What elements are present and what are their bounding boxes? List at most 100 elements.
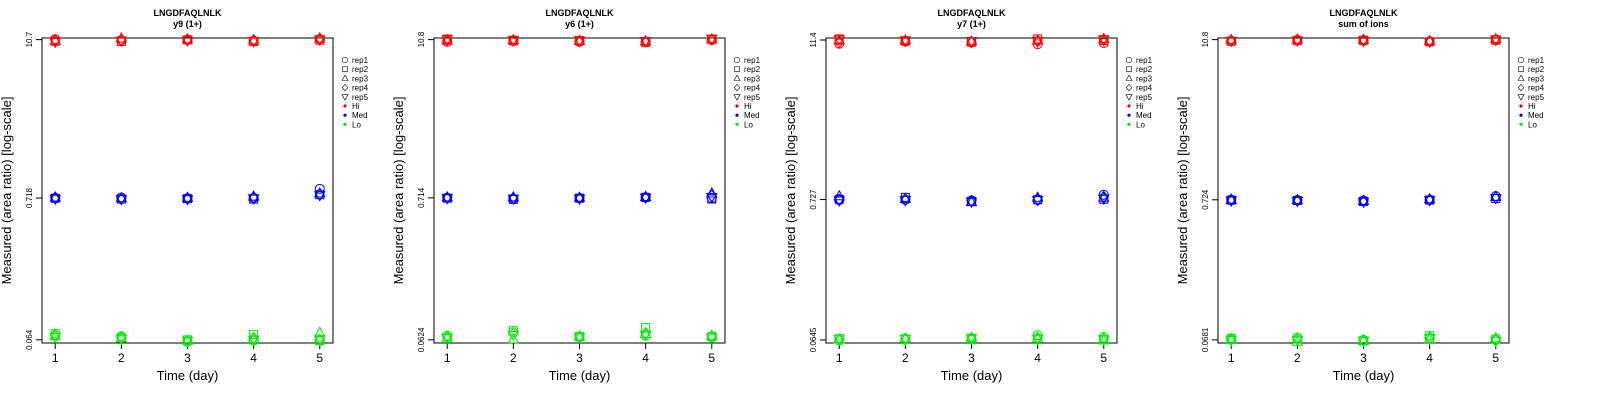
- point-hi-rep5: [441, 35, 454, 46]
- legend-label: rep1: [744, 56, 761, 65]
- point-hi-rep5: [247, 37, 260, 48]
- point-med-rep3: [115, 191, 128, 203]
- y-tick-label: 0.718: [25, 187, 34, 208]
- point-hi-rep3: [899, 33, 912, 45]
- legend-label: rep2: [352, 65, 369, 74]
- legend-dot-lo: [1519, 122, 1523, 126]
- point-hi-rep5: [507, 35, 520, 47]
- y-axis-label: Measured (area ratio) [log-scale]: [1176, 97, 1190, 285]
- legend-marker-rep3: [1517, 74, 1525, 81]
- plot-frame: [1217, 37, 1510, 344]
- legend-marker-rep1: [1125, 57, 1132, 64]
- legend-marker-rep4: [341, 83, 349, 92]
- chart-title: LNGDFAQLNLK: [546, 8, 614, 18]
- legend-marker-rep2: [734, 66, 740, 72]
- point-med-rep5: [705, 192, 718, 204]
- x-tick-label: 3: [1360, 351, 1367, 365]
- x-tick-label: 1: [836, 351, 843, 365]
- x-tick-label: 4: [1426, 351, 1433, 365]
- point-med-rep5: [115, 195, 128, 206]
- point-med-rep5: [247, 194, 260, 205]
- legend-dot-hi: [1519, 104, 1523, 108]
- x-tick-label: 3: [968, 351, 975, 365]
- legend-label: rep2: [744, 65, 761, 74]
- y-tick-label: 0.724: [1201, 189, 1210, 210]
- legend-label: Hi: [744, 102, 752, 111]
- point-med-rep3: [833, 189, 846, 201]
- legend-label: rep2: [1136, 65, 1153, 74]
- chart-panel-3: LNGDFAQLNLK y7 (1+) 1 2 3 4 5 0.0645 0.727 11.4 Ti…: [784, 0, 1184, 400]
- point-lo-rep5: [313, 334, 326, 346]
- point-lo-rep5: [573, 333, 586, 344]
- point-lo-rep5: [1097, 335, 1110, 347]
- point-lo-rep5: [1225, 335, 1238, 347]
- point-med-rep5: [313, 191, 326, 202]
- legend-label: rep5: [744, 93, 761, 102]
- legend-dot-hi: [343, 104, 347, 108]
- point-hi-rep5: [1423, 37, 1436, 49]
- point-lo-rep5: [181, 336, 194, 348]
- legend-marker-rep5: [341, 94, 349, 101]
- point-med-rep5: [1357, 197, 1370, 209]
- point-lo-rep5: [1423, 334, 1436, 345]
- point-med-rep1: [314, 183, 325, 194]
- point-lo-rep5: [1031, 334, 1044, 346]
- x-axis-label: Time (day): [157, 368, 219, 383]
- point-med-rep5: [833, 196, 846, 208]
- plot-frame: [41, 37, 334, 344]
- legend-marker-rep4: [1517, 83, 1525, 92]
- point-hi-rep5: [1291, 36, 1304, 47]
- legend-dot-lo: [1127, 122, 1131, 126]
- point-hi-rep3: [1423, 34, 1436, 46]
- chart-subtitle: y7 (1+): [957, 19, 986, 29]
- point-lo-rep3: [507, 332, 520, 344]
- x-tick-label: 5: [1492, 351, 1499, 365]
- legend-label: rep2: [1528, 65, 1545, 74]
- point-hi-rep5: [899, 36, 912, 47]
- point-hi-rep4: [248, 33, 259, 47]
- y-tick-label: 0.0681: [1201, 327, 1210, 352]
- point-med-rep3: [1423, 192, 1436, 204]
- point-hi-rep3: [1225, 33, 1238, 45]
- y-tick-label: 0.727: [809, 189, 818, 210]
- point-med-rep3: [49, 190, 62, 202]
- legend-label: rep4: [744, 84, 761, 93]
- y-tick-label: 0.064: [25, 329, 34, 350]
- point-hi-rep5: [1097, 35, 1110, 46]
- chart-title: LNGDFAQLNLK: [154, 8, 222, 18]
- point-lo-rep2: [249, 330, 259, 340]
- chart-subtitle: y9 (1+): [173, 19, 202, 29]
- point-lo-rep5: [705, 333, 718, 344]
- legend-marker-rep2: [342, 66, 348, 72]
- legend-label: rep3: [1528, 74, 1545, 83]
- point-lo-rep5: [1357, 336, 1370, 348]
- x-tick-label: 1: [52, 351, 59, 365]
- y-tick-label: 0.0645: [809, 327, 818, 352]
- point-lo-rep5: [49, 333, 62, 344]
- legend-marker-rep4: [1125, 83, 1133, 92]
- legend-label: rep5: [1136, 93, 1153, 102]
- point-hi-rep3: [639, 34, 652, 46]
- x-tick-label: 5: [316, 351, 323, 365]
- point-med-rep5: [507, 194, 520, 206]
- legend-label: Lo: [744, 120, 753, 129]
- legend-marker-rep1: [733, 57, 740, 64]
- legend-dot-lo: [343, 122, 347, 126]
- point-lo-rep3: [1225, 333, 1238, 344]
- legend-marker-rep1: [341, 57, 348, 64]
- x-tick-label: 4: [250, 351, 257, 365]
- point-lo-rep5: [639, 330, 652, 342]
- point-med-rep5: [441, 194, 454, 205]
- legend-label: Med: [744, 111, 760, 120]
- x-axis-label: Time (day): [1333, 368, 1395, 383]
- point-lo-rep3: [639, 327, 652, 338]
- x-tick-label: 5: [708, 351, 715, 365]
- point-med-rep3: [181, 191, 194, 202]
- x-tick-label: 3: [576, 351, 583, 365]
- legend-label: Med: [1136, 111, 1152, 120]
- x-tick-label: 3: [184, 351, 191, 365]
